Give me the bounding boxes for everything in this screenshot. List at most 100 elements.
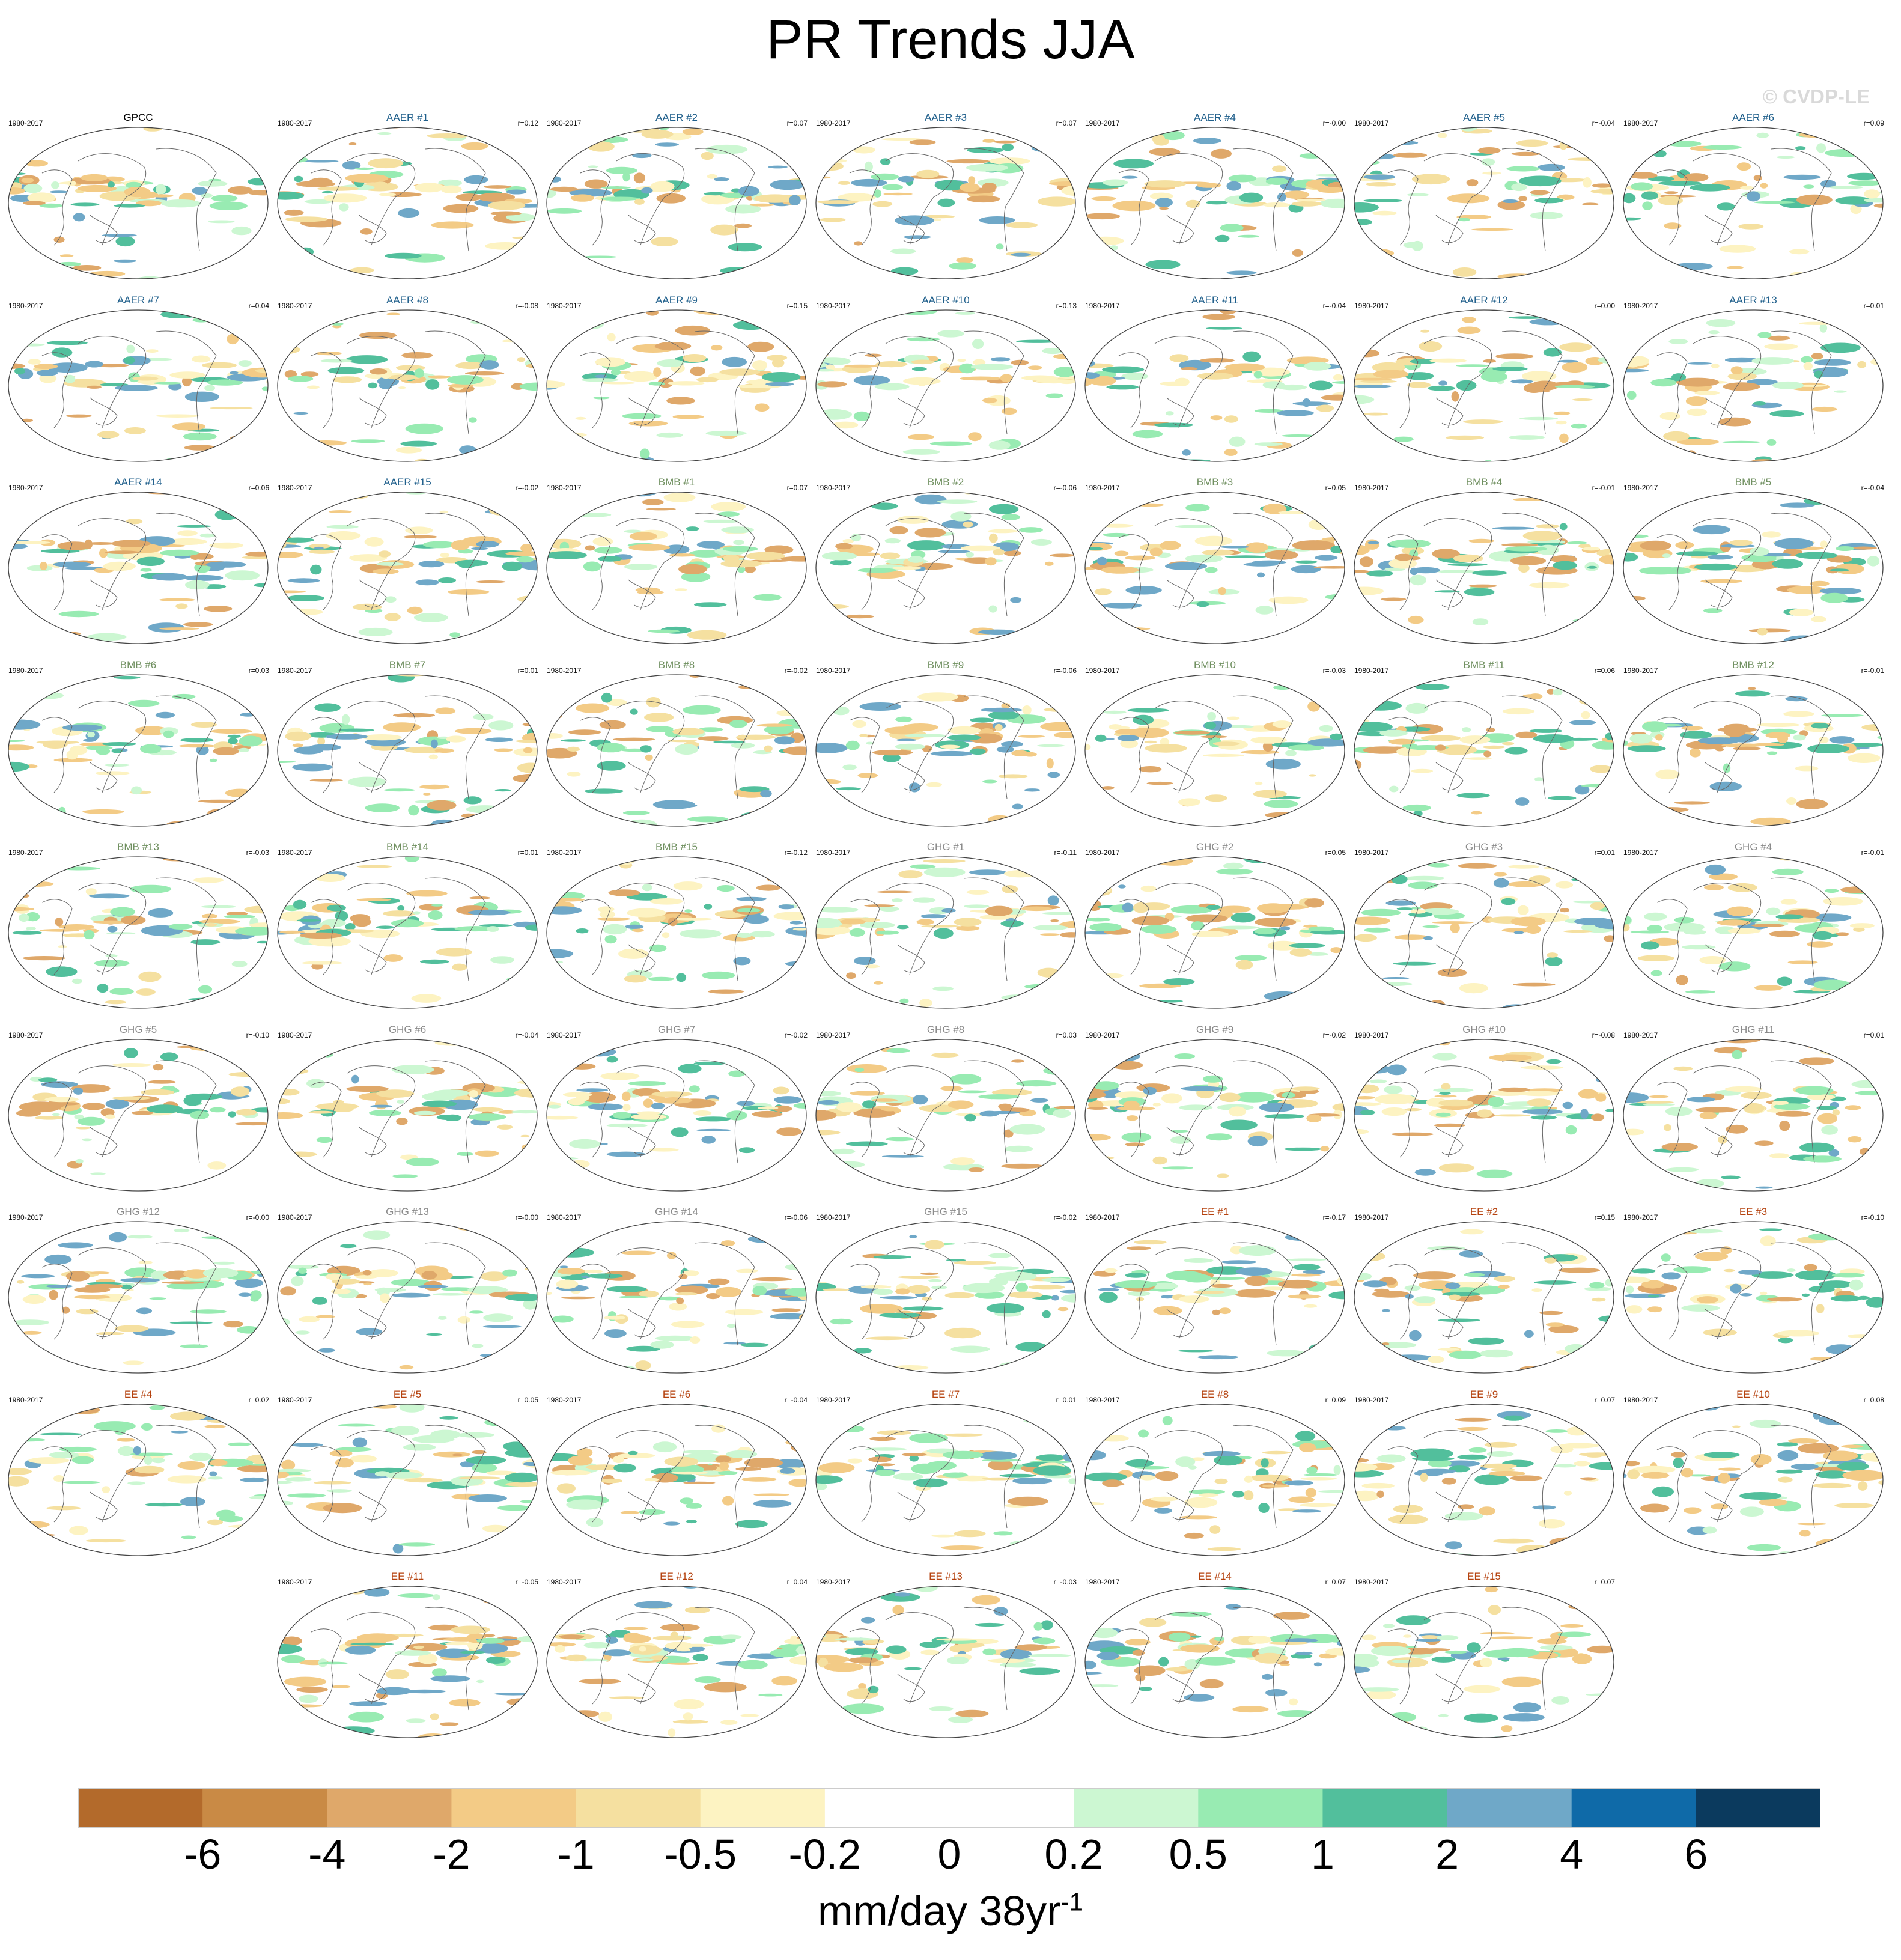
panel-name: AAER #11: [1191, 294, 1239, 306]
trend-blob: [1789, 249, 1810, 255]
trend-blob: [682, 1270, 699, 1276]
trend-blob: [1484, 1441, 1517, 1448]
trend-blob: [547, 960, 564, 964]
trend-blob: [1033, 267, 1053, 273]
trend-blob: [1814, 359, 1851, 366]
trend-blob: [1733, 746, 1761, 750]
trend-blob: [397, 1593, 436, 1598]
trend-blob: [1776, 156, 1795, 159]
coastline: [78, 883, 147, 975]
trend-blob: [1705, 864, 1726, 875]
trend-blob: [926, 782, 942, 787]
trend-blob: [255, 368, 268, 373]
trend-blob: [391, 919, 424, 928]
trend-blob: [789, 1240, 804, 1247]
coastline: [963, 695, 1024, 799]
map-outline: [277, 127, 538, 279]
coastline: [1705, 579, 1733, 608]
trend-blob: [687, 630, 727, 640]
period-label: 1980-2017: [816, 119, 851, 127]
trend-blob: [656, 193, 686, 204]
trend-blob: [1144, 740, 1157, 743]
map-outline: [815, 856, 1076, 1009]
coastline: [885, 1612, 954, 1705]
trend-blob: [1753, 401, 1766, 406]
trend-blob: [873, 1255, 911, 1259]
trend-blob: [87, 633, 127, 641]
trend-blob: [251, 1107, 268, 1113]
map-outline: [8, 674, 269, 827]
trend-blob: [140, 568, 152, 572]
trend-blob: [99, 548, 108, 558]
trend-blob: [1101, 785, 1115, 790]
trend-blob: [505, 1481, 537, 1487]
trend-blob: [982, 1266, 1020, 1270]
trend-blob: [190, 1045, 224, 1051]
trend-blob: [1579, 696, 1614, 706]
trend-blob: [854, 957, 876, 965]
trend-blob: [663, 493, 696, 502]
trend-blob: [299, 1316, 320, 1322]
trend-blob: [947, 1100, 974, 1109]
coastline: [1387, 1628, 1419, 1705]
trend-blob: [308, 544, 330, 549]
trend-blob: [512, 1422, 537, 1428]
trend-blob: [392, 1543, 404, 1553]
trend-blob: [1810, 722, 1830, 728]
trend-blob: [741, 1476, 777, 1482]
trend-blob: [1394, 553, 1413, 561]
panel-name: EE #6: [662, 1388, 691, 1400]
trend-blob: [1354, 377, 1392, 380]
trend-blob: [1217, 905, 1251, 913]
trend-blob: [1582, 202, 1599, 205]
trend-blob: [1560, 908, 1569, 913]
trend-blob: [871, 1404, 899, 1406]
trend-blob: [358, 627, 393, 636]
trend-blob: [897, 516, 929, 524]
trend-blob: [816, 1258, 832, 1264]
trend-blob: [547, 551, 587, 559]
trend-blob: [1165, 1667, 1191, 1672]
trend-blob: [1723, 382, 1760, 391]
trend-blob: [248, 190, 268, 196]
trend-blob: [1658, 181, 1702, 186]
trend-blob: [852, 720, 866, 728]
colorbar-swatch: [451, 1788, 577, 1828]
trend-blob: [290, 1442, 323, 1447]
coastline: [311, 1628, 342, 1705]
trend-blob: [494, 788, 511, 791]
trend-blob: [184, 574, 224, 581]
trend-blob: [483, 1313, 513, 1322]
trend-blob: [694, 1676, 721, 1684]
trend-blob: [1590, 902, 1605, 910]
trend-blob: [1028, 314, 1048, 318]
trend-blob: [581, 377, 619, 382]
trend-blob: [177, 530, 198, 537]
trend-blob: [516, 739, 537, 743]
trend-blob: [831, 1148, 856, 1154]
trend-blob: [1419, 341, 1443, 352]
trend-blob: [582, 255, 617, 258]
trend-blob: [149, 1297, 166, 1300]
trend-blob: [234, 1122, 268, 1125]
trend-blob: [1676, 975, 1688, 985]
trend-blob: [363, 1282, 372, 1286]
trend-blob: [906, 336, 940, 341]
period-label: 1980-2017: [816, 1395, 851, 1404]
trend-blob: [1106, 449, 1125, 458]
trend-blob: [1108, 1050, 1140, 1061]
trend-blob: [622, 1103, 631, 1111]
trend-blob: [124, 427, 146, 434]
trend-blob: [405, 423, 443, 434]
trend-blob: [250, 1297, 259, 1302]
coastline: [1705, 1309, 1733, 1338]
coastline: [897, 1309, 925, 1338]
trend-blob: [308, 1110, 334, 1114]
trend-blob: [502, 339, 530, 342]
trend-blob: [1553, 561, 1578, 570]
trend-blob: [641, 187, 653, 194]
trend-blob: [76, 1309, 99, 1315]
trend-blob: [285, 1476, 312, 1482]
trend-blob: [624, 564, 658, 570]
trend-blob: [735, 1520, 768, 1528]
